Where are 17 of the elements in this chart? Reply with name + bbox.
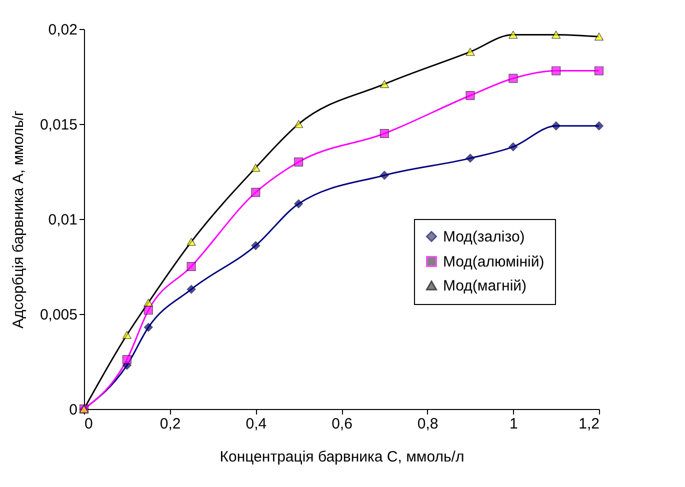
x-tick-label: 0 (84, 416, 93, 432)
x-tick-label: 0,8 (417, 416, 438, 432)
x-tick-label: 0,4 (246, 416, 267, 432)
y-tick-label: 0,02 (48, 22, 78, 38)
x-axis-title: Концентрація барвника С, ммоль/л (220, 448, 464, 466)
x-tick-label: 0,2 (160, 416, 181, 432)
x-tick-label: 0,6 (332, 416, 352, 432)
y-tick-label: 0,015 (40, 116, 78, 134)
x-tick-label: 1 (509, 416, 518, 432)
y-tick-label: 0 (69, 402, 78, 418)
legend-label: Мод(алюміній) (443, 254, 544, 270)
y-tick-label: 0,01 (48, 212, 78, 228)
legend-label: Мод(залізо) (443, 228, 525, 246)
y-axis-title: Адсорбція барвника А, ммоль/г (10, 110, 27, 329)
x-tick-label: 1,2 (578, 416, 600, 432)
y-tick-label: 0,005 (40, 306, 78, 324)
legend-label: Мод(магній) (443, 278, 527, 294)
